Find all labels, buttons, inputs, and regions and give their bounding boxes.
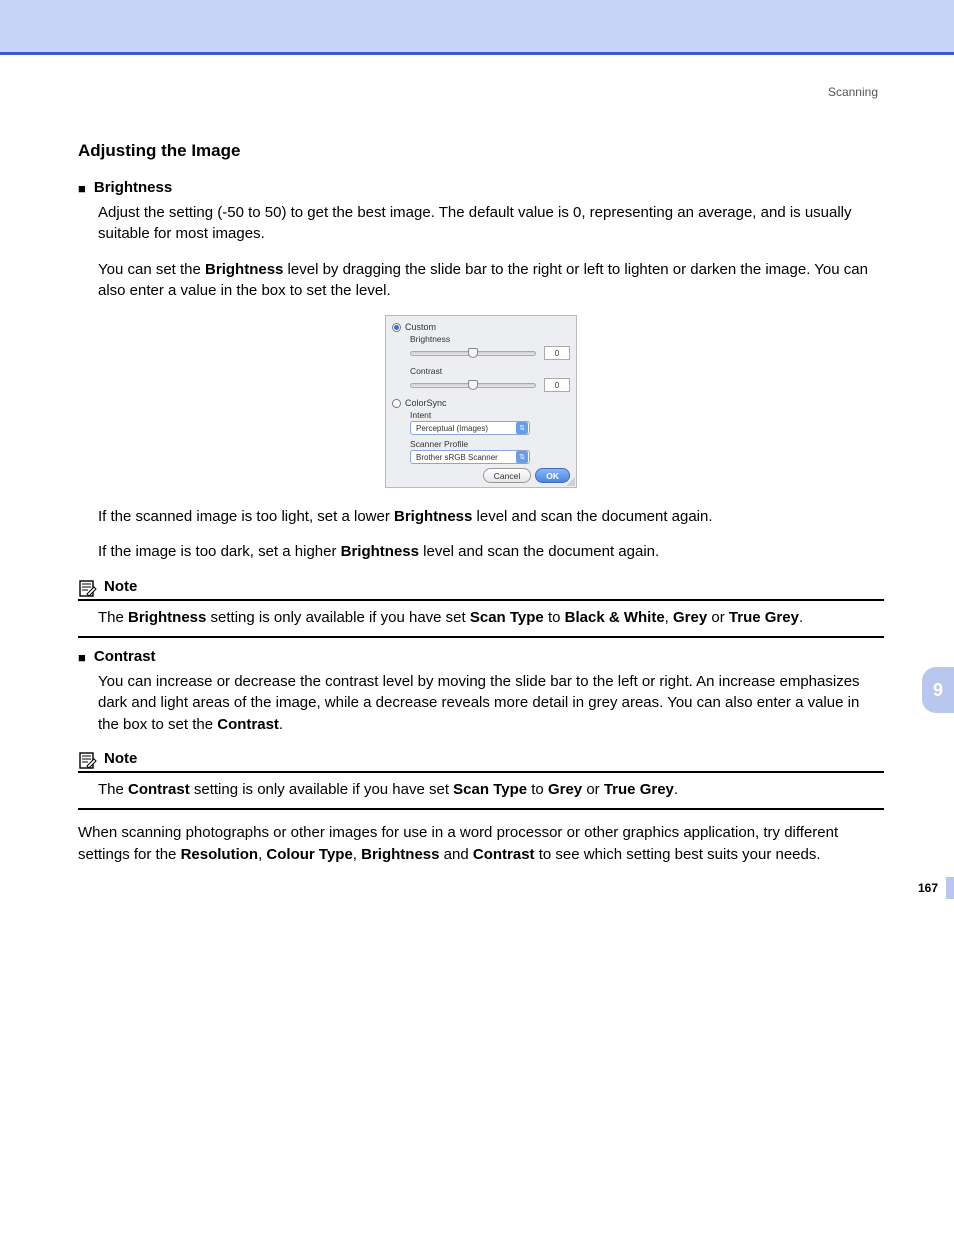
slider-thumb-icon[interactable] [468, 348, 478, 358]
text: and [440, 846, 473, 863]
closing-para: When scanning photographs or other image… [78, 822, 884, 865]
text: level and scan the document again. [472, 508, 712, 525]
text-bold: Brightness [361, 846, 439, 863]
page-number: 167 [918, 881, 946, 895]
brightness-slider[interactable] [410, 351, 536, 356]
colorsync-radio-row: ColorSync [392, 398, 570, 408]
text-bold: Black & White [565, 609, 665, 626]
text: to see which setting best suits your nee… [535, 846, 821, 863]
section-title: Adjusting the Image [78, 141, 884, 161]
bullet-brightness: ■ Brightness [78, 179, 884, 196]
text-bold: Colour Type [266, 846, 352, 863]
header-bar [0, 0, 954, 52]
contrast-slider[interactable] [410, 383, 536, 388]
brightness-para-1: Adjust the setting (-50 to 50) to get th… [78, 202, 884, 245]
brightness-slider-row: 0 [410, 346, 570, 360]
text: . [799, 609, 803, 626]
text: setting is only available if you have se… [206, 609, 469, 626]
page-number-bar [946, 877, 954, 899]
text-bold: True Grey [729, 609, 799, 626]
slider-thumb-icon[interactable] [468, 380, 478, 390]
note-body: The Brightness setting is only available… [78, 601, 884, 638]
text: . [279, 716, 283, 733]
contrast-para: You can increase or decrease the contras… [78, 671, 884, 735]
resize-grip-icon[interactable] [565, 476, 575, 486]
dialog-button-row: Cancel OK [392, 468, 570, 483]
brightness-para-4: If the image is too dark, set a higher B… [78, 541, 884, 562]
note-block-2: Note The Contrast setting is only availa… [78, 749, 884, 810]
text-bold: True Grey [604, 781, 674, 798]
note-head: Note [78, 577, 884, 601]
custom-radio-row: Custom [392, 322, 570, 332]
image-adjust-dialog: Custom Brightness 0 Contrast 0 ColorSync… [385, 315, 577, 488]
text: or [707, 609, 729, 626]
text: The [98, 781, 128, 798]
text-bold: Contrast [217, 716, 279, 733]
text: level and scan the document again. [419, 543, 659, 560]
text: If the image is too dark, set a higher [98, 543, 341, 560]
text-bold: Scan Type [470, 609, 544, 626]
cancel-button[interactable]: Cancel [483, 468, 531, 483]
bullet-label: Brightness [94, 179, 172, 196]
profile-field-label: Scanner Profile [410, 439, 570, 449]
brightness-field-label: Brightness [410, 334, 570, 344]
text-bold: Contrast [128, 781, 190, 798]
text-bold: Brightness [394, 508, 472, 525]
text-bold: Contrast [473, 846, 535, 863]
bullet-label: Contrast [94, 648, 156, 665]
text-bold: Brightness [341, 543, 419, 560]
bullet-square-icon: ■ [78, 182, 86, 195]
text: to [544, 609, 565, 626]
note-head: Note [78, 749, 884, 773]
note-block-1: Note The Brightness setting is only avai… [78, 577, 884, 638]
text: You can increase or decrease the contras… [98, 673, 860, 733]
bullet-contrast: ■ Contrast [78, 648, 884, 665]
contrast-slider-row: 0 [410, 378, 570, 392]
text: You can set the [98, 261, 205, 278]
running-head: Scanning [78, 85, 884, 99]
note-title: Note [104, 578, 137, 597]
chevron-updown-icon: ⇅ [516, 451, 528, 463]
page-body: Scanning Adjusting the Image ■ Brightnes… [0, 55, 954, 929]
text-bold: Brightness [128, 609, 206, 626]
note-title: Note [104, 750, 137, 769]
profile-select[interactable]: Brother sRGB Scanner ⇅ [410, 450, 530, 464]
bullet-square-icon: ■ [78, 651, 86, 664]
note-body: The Contrast setting is only available i… [78, 773, 884, 810]
chapter-tab: 9 [922, 667, 954, 713]
text: or [582, 781, 604, 798]
intent-select[interactable]: Perceptual (Images) ⇅ [410, 421, 530, 435]
text: The [98, 609, 128, 626]
custom-radio-label: Custom [405, 322, 436, 332]
brightness-para-2: You can set the Brightness level by drag… [78, 259, 884, 302]
text-bold: Scan Type [453, 781, 527, 798]
text: If the scanned image is too light, set a… [98, 508, 394, 525]
colorsync-radio[interactable] [392, 399, 401, 408]
intent-field-label: Intent [410, 410, 570, 420]
text: . [674, 781, 678, 798]
text: to [527, 781, 548, 798]
custom-radio[interactable] [392, 323, 401, 332]
intent-select-value: Perceptual (Images) [416, 424, 488, 433]
text-bold: Brightness [205, 261, 283, 278]
colorsync-radio-label: ColorSync [405, 398, 447, 408]
contrast-field-label: Contrast [410, 366, 570, 376]
profile-select-value: Brother sRGB Scanner [416, 453, 498, 462]
text-bold: Resolution [181, 846, 259, 863]
dialog-figure: Custom Brightness 0 Contrast 0 ColorSync… [78, 315, 884, 488]
chevron-updown-icon: ⇅ [516, 422, 528, 434]
text: , [353, 846, 361, 863]
contrast-value-input[interactable]: 0 [544, 378, 570, 392]
text: setting is only available if you have se… [190, 781, 453, 798]
text-bold: Grey [673, 609, 707, 626]
brightness-para-3: If the scanned image is too light, set a… [78, 506, 884, 527]
note-pencil-icon [78, 577, 98, 599]
page-number-wrap: 167 [918, 877, 954, 899]
note-pencil-icon [78, 749, 98, 771]
brightness-value-input[interactable]: 0 [544, 346, 570, 360]
text-bold: Grey [548, 781, 582, 798]
text: , [665, 609, 673, 626]
